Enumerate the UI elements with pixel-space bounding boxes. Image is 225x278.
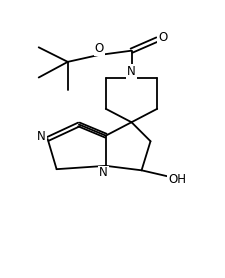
Text: N: N — [37, 130, 46, 143]
Text: O: O — [158, 31, 167, 44]
Text: N: N — [99, 167, 108, 180]
Text: O: O — [94, 42, 104, 55]
Text: OH: OH — [168, 173, 186, 186]
Text: N: N — [127, 65, 136, 78]
